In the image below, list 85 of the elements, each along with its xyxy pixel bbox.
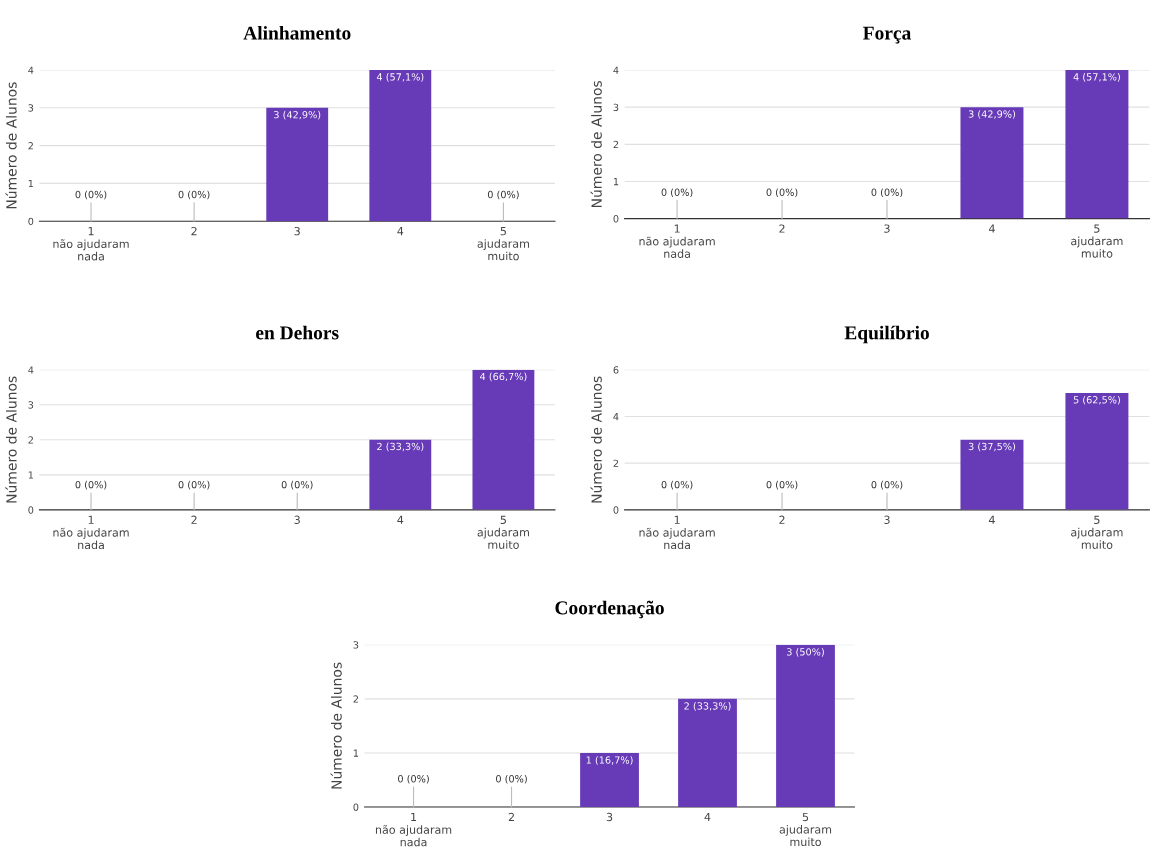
- bar: [776, 644, 835, 808]
- data-label: 1 (16,7%): [586, 756, 633, 765]
- data-label: 0 (0%): [871, 188, 903, 198]
- x-tick-label: 5 ajudaram muito: [477, 515, 529, 549]
- x-tick-label: 1 não ajudaram nada: [639, 515, 715, 550]
- data-label: 0 (0%): [487, 190, 519, 200]
- x-tick-label: 4: [988, 224, 995, 233]
- y-tick-label: 2: [28, 436, 33, 444]
- x-tick-label: 5 ajudaram muito: [477, 227, 529, 261]
- data-label: 0 (0%): [766, 480, 798, 490]
- x-tick-label: 1 não ajudaram nada: [53, 227, 129, 261]
- y-axis-title: Número de Alunos: [5, 376, 17, 503]
- y-axis-title: Número de Alunos: [590, 80, 602, 207]
- chart-title: Coordenação: [555, 600, 664, 619]
- y-tick-label: 3: [28, 104, 34, 112]
- data-label: 5 (62,5%): [1073, 395, 1120, 405]
- data-label: 0 (0%): [398, 774, 429, 784]
- chart-title: Força: [863, 26, 911, 44]
- y-tick-label: 1: [28, 471, 34, 479]
- x-tick-label: 2: [779, 224, 785, 233]
- y-tick-label: 0: [28, 506, 34, 514]
- y-tick-label: 0: [353, 803, 359, 811]
- data-label: 0 (0%): [178, 480, 210, 490]
- x-tick-label: 3: [884, 224, 890, 233]
- data-label: 4 (57,1%): [376, 73, 424, 82]
- y-tick-label: 1: [28, 180, 34, 188]
- data-label: 4 (57,1%): [1073, 73, 1120, 82]
- y-tick-label: 4: [28, 66, 34, 74]
- x-tick-label: 2: [508, 812, 514, 822]
- y-tick-label: 3: [613, 103, 619, 112]
- chart-title: Equilíbrio: [844, 325, 929, 344]
- x-tick-label: 1 não ajudaram nada: [375, 812, 452, 847]
- bar: [580, 752, 639, 808]
- data-label: 2 (33,3%): [377, 442, 424, 452]
- x-tick-label: 3: [294, 226, 300, 236]
- data-label: 2 (33,3%): [684, 702, 731, 711]
- y-axis-title: Número de Alunos: [590, 376, 602, 503]
- x-tick-label: 5 ajudaram muito: [779, 812, 832, 847]
- y-tick-label: 4: [28, 366, 34, 374]
- data-label: 0 (0%): [281, 480, 313, 490]
- y-tick-label: 2: [613, 459, 619, 467]
- y-tick-label: 4: [613, 66, 619, 74]
- data-label: 4 (66,7%): [480, 372, 527, 382]
- y-tick-label: 6: [613, 366, 619, 374]
- y-tick-label: 2: [28, 142, 33, 150]
- y-tick-label: 3: [28, 401, 34, 409]
- x-tick-label: 2: [191, 515, 197, 524]
- y-axis-title: Número de Alunos: [5, 82, 17, 209]
- y-tick-label: 0: [613, 215, 619, 223]
- data-label: 0 (0%): [661, 480, 693, 490]
- y-tick-label: 0: [28, 217, 34, 226]
- x-tick-label: 4: [397, 227, 404, 236]
- data-label: 3 (50%): [787, 648, 824, 657]
- x-tick-label: 2: [779, 515, 785, 524]
- y-tick-label: 4: [613, 413, 619, 421]
- y-tick-label: 0: [613, 506, 619, 514]
- x-tick-label: 2: [191, 226, 197, 236]
- x-tick-label: 4: [397, 515, 404, 524]
- y-tick-label: 2: [613, 140, 619, 149]
- x-tick-label: 5 ajudaram muito: [1071, 515, 1123, 549]
- data-label: 0 (0%): [871, 480, 903, 490]
- x-tick-label: 1 não ajudaram nada: [53, 515, 129, 550]
- y-tick-label: 1: [613, 178, 619, 186]
- data-label: 0 (0%): [496, 774, 527, 784]
- data-label: 0 (0%): [75, 190, 107, 200]
- x-tick-label: 3: [294, 515, 300, 524]
- x-tick-label: 3: [884, 515, 890, 524]
- y-tick-label: 1: [353, 749, 359, 757]
- x-tick-label: 4: [704, 812, 711, 822]
- y-tick-label: 2: [353, 695, 359, 703]
- data-label: 3 (42,9%): [274, 110, 321, 120]
- data-label: 0 (0%): [178, 190, 210, 200]
- bar: [678, 698, 737, 808]
- data-label: 0 (0%): [766, 188, 798, 198]
- data-label: 0 (0%): [75, 480, 107, 490]
- chart-title: Alinhamento: [243, 25, 351, 40]
- x-tick-label: 5 ajudaram muito: [1071, 224, 1123, 258]
- x-tick-label: 1 não ajudaram nada: [639, 224, 715, 258]
- y-tick-label: 3: [353, 641, 359, 649]
- chart-title: en Dehors: [256, 325, 339, 340]
- data-label: 3 (42,9%): [968, 110, 1015, 119]
- y-axis-title: Número de Alunos: [330, 662, 342, 789]
- data-label: 3 (37,5%): [968, 442, 1015, 452]
- x-tick-label: 4: [988, 515, 995, 524]
- data-label: 0 (0%): [661, 188, 693, 198]
